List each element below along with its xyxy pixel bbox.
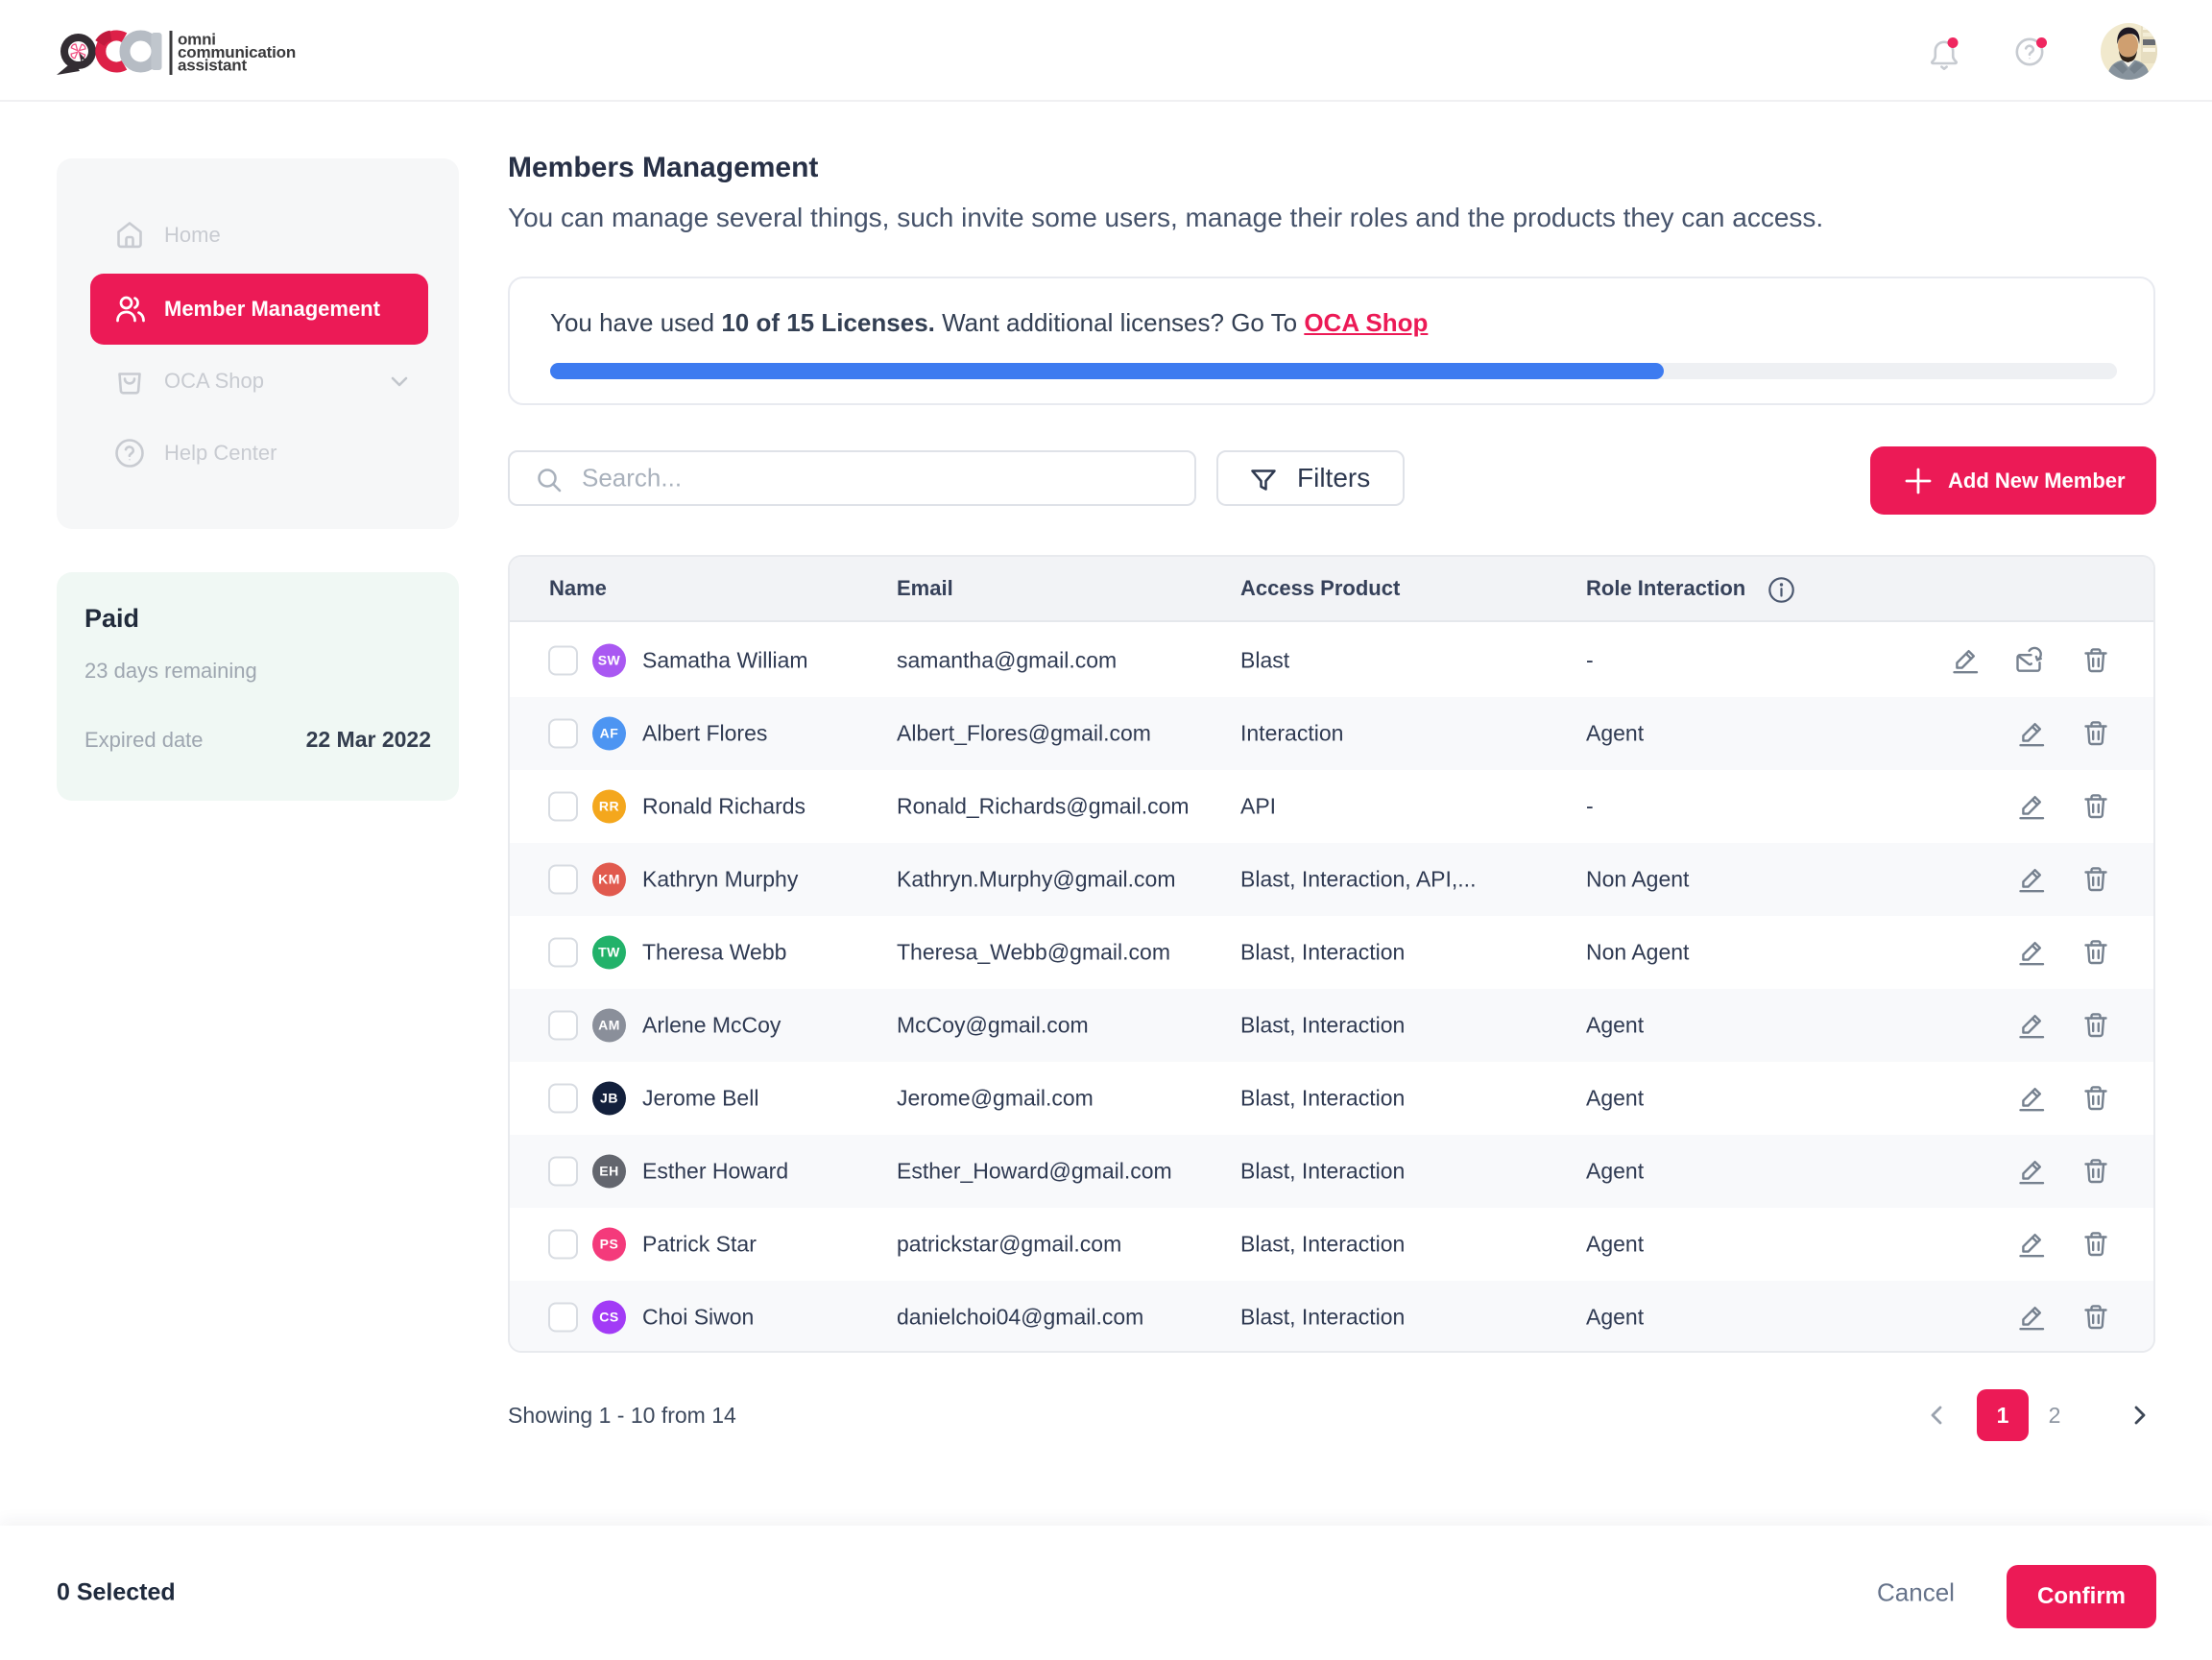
- svg-text:communication: communication: [178, 43, 296, 61]
- svg-text:assistant: assistant: [178, 57, 247, 75]
- svg-text:omni: omni: [178, 31, 216, 49]
